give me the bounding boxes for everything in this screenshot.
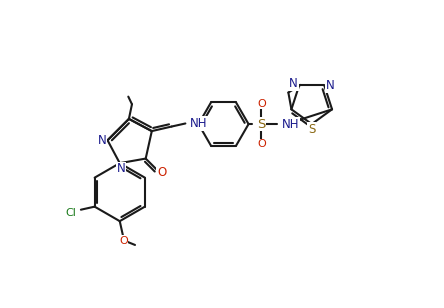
Text: NH: NH [282, 118, 300, 131]
Text: N: N [325, 79, 334, 92]
Text: N: N [117, 162, 126, 175]
Text: S: S [308, 123, 315, 136]
Text: N: N [289, 77, 298, 91]
Text: N: N [98, 134, 107, 147]
Text: Cl: Cl [65, 208, 76, 218]
Text: O: O [119, 236, 128, 246]
Text: O: O [257, 99, 266, 109]
Text: O: O [257, 139, 266, 149]
Text: S: S [257, 118, 266, 131]
Text: NH: NH [190, 117, 207, 130]
Text: O: O [157, 166, 166, 179]
